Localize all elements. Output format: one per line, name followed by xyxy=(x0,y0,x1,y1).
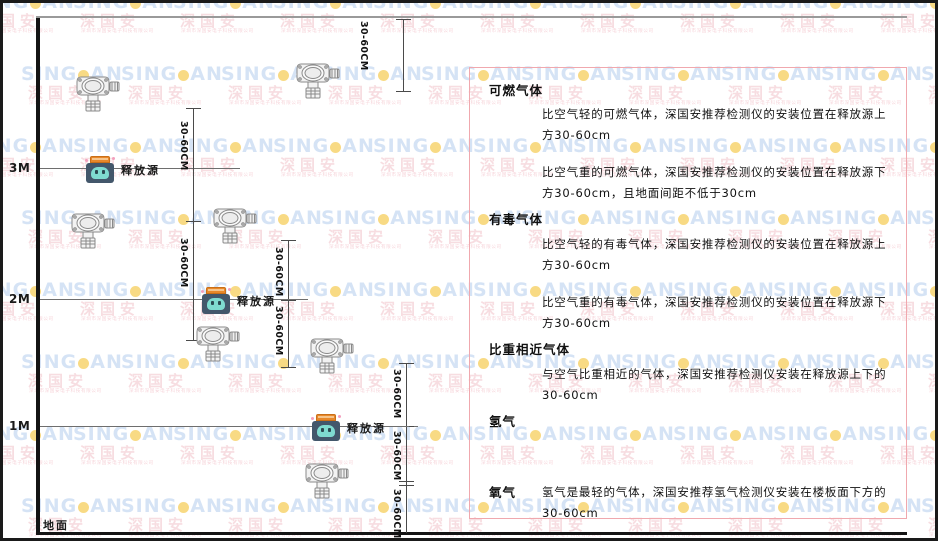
dim-right-label-2: 30-60CM xyxy=(391,431,402,481)
dim-top-line xyxy=(403,19,405,91)
gas-detector-icon-4 xyxy=(208,203,260,245)
level-line-3m xyxy=(40,168,240,170)
panel-section-heading: 可燃气体 xyxy=(489,83,544,98)
dim-top-label: 30-60CM xyxy=(358,21,369,71)
ground-line xyxy=(36,532,907,535)
dim-top-tick-a xyxy=(396,19,411,21)
source-lead-2m-right xyxy=(275,299,291,301)
panel-section-paragraph: 比空气轻的有毒气体，深国安推荐检测仪的安装位置在释放源上方30-60cm xyxy=(542,237,887,272)
gas-detector-icon-1 xyxy=(71,71,123,113)
gas-detector-icon-5 xyxy=(191,321,243,363)
dim-left-line xyxy=(193,108,195,340)
panel-section-paragraph: 与空气比重相近的气体，深国安推荐检测仪安装在释放源上下的30-60cm xyxy=(542,367,887,402)
dim-mid-tick-a xyxy=(281,240,296,242)
info-panel: 可燃气体比空气轻的可燃气体，深国安推荐检测仪的安装位置在释放源上方30-60cm… xyxy=(469,67,907,520)
dim-right-tick-c xyxy=(399,481,414,483)
level-label-2m: 2M xyxy=(9,292,31,306)
panel-section-heading: 比重相近气体 xyxy=(489,342,571,357)
dim-right-tick-a xyxy=(399,363,414,365)
source-lead-3m xyxy=(103,168,133,170)
gas-detector-icon-3 xyxy=(66,208,118,250)
panel-section-heading: 地面 xyxy=(489,536,516,538)
release-source-icon-1m xyxy=(309,413,343,443)
level-label-3m: 3M xyxy=(9,161,31,175)
level-label-1m: 1M xyxy=(9,419,31,433)
gas-detector-icon-7 xyxy=(300,458,352,500)
dim-left-label-lower: 30-60CM xyxy=(178,238,189,288)
dim-right-tick-c2 xyxy=(399,485,414,487)
panel-section-paragraph: 氢气是最轻的气体，深国安推荐氢气检测仪安装在楼板面下方的30-60cm xyxy=(542,485,887,520)
dim-left-tick-b xyxy=(186,221,201,223)
dim-mid-tick-c xyxy=(281,367,296,369)
panel-section-heading: 氧气 xyxy=(489,485,517,500)
ceiling-line xyxy=(36,16,907,18)
source-label-3m: 释放源 xyxy=(121,164,160,177)
dim-mid-label-lower: 30-60CM xyxy=(273,306,284,356)
panel-section-paragraph: 比空气轻的可燃气体，深国安推荐检测仪的安装位置在释放源上方30-60cm xyxy=(542,107,887,142)
dim-left-tick-c xyxy=(186,340,201,342)
dim-top-tick-b xyxy=(396,91,411,93)
panel-section-heading: 氢气 xyxy=(489,414,517,429)
level-line-1m xyxy=(40,426,418,428)
ground-label: 地面 xyxy=(43,519,69,532)
source-lead-1m xyxy=(293,426,311,428)
dim-left-tick-a xyxy=(186,108,201,110)
release-source-icon-3m xyxy=(83,155,117,185)
vertical-axis xyxy=(36,16,40,534)
dim-right-label-3: 30-60CM xyxy=(391,489,402,539)
gas-detector-icon-2 xyxy=(291,58,343,100)
panel-section-paragraph: 比空气重的有毒气体，深国安推荐检测仪的安装位置在释放源下方30-60cm xyxy=(542,295,887,330)
panel-section-heading: 有毒气体 xyxy=(489,212,544,227)
dim-mid-label-upper: 30-60CM xyxy=(273,247,284,297)
level-line-2m xyxy=(40,299,308,301)
dim-mid-line xyxy=(288,240,290,367)
dim-right-label-1: 30-60CM xyxy=(391,369,402,419)
dim-right-line xyxy=(406,363,408,533)
panel-section-paragraph: 比空气重的可燃气体，深国安推荐检测仪的安装位置在释放源下方30-60cm，且地面… xyxy=(542,165,887,200)
source-label-2m: 释放源 xyxy=(237,295,276,308)
dim-left-label-upper: 30-60CM xyxy=(178,121,189,171)
source-label-1m: 释放源 xyxy=(347,422,386,435)
release-source-icon-2m xyxy=(199,286,233,316)
gas-detector-icon-6 xyxy=(305,333,357,375)
source-lead-1m-right xyxy=(393,426,409,428)
dim-mid-tick-b xyxy=(281,300,296,302)
